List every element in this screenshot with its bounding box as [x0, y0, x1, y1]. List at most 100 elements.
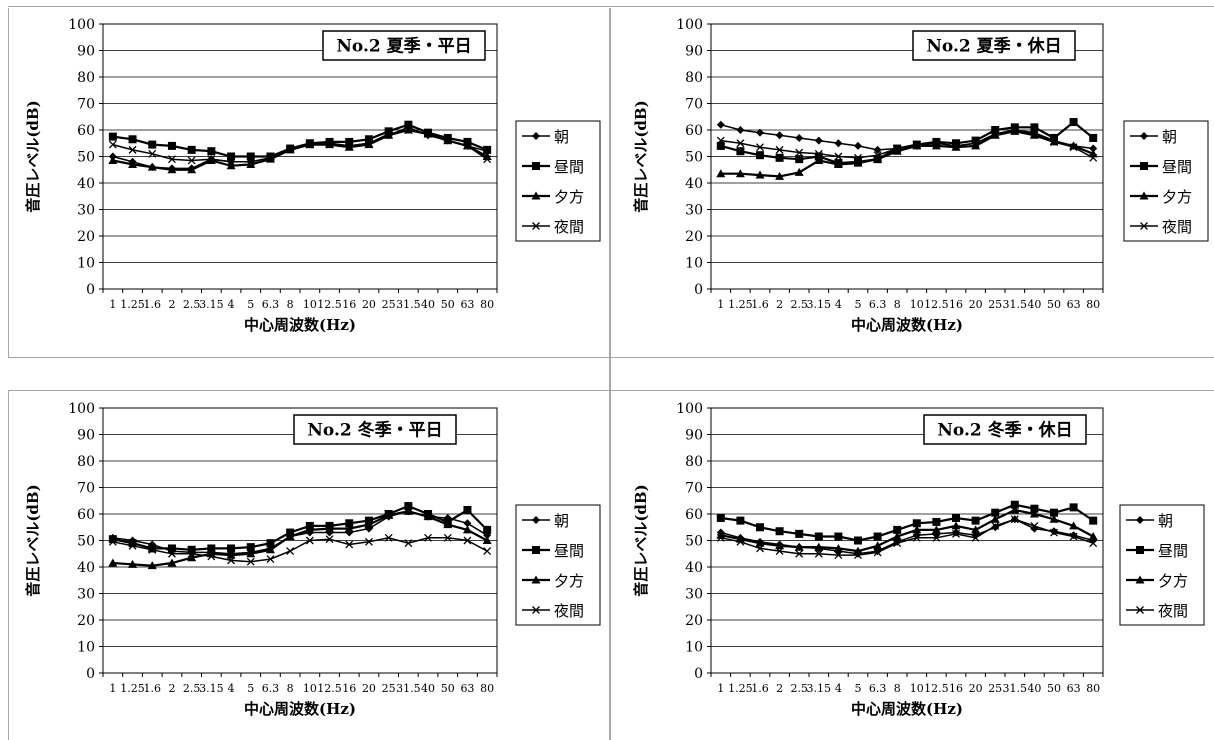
legend-label: 夜間 [1162, 218, 1192, 236]
legend-label: 朝 [1158, 512, 1173, 530]
x-tick-label: 3.15 [807, 298, 832, 311]
x-tick-label: 5 [247, 298, 254, 311]
x-tick-label: 2.5 [183, 298, 201, 311]
data-point [403, 506, 413, 515]
x-tick-label: 1.6 [751, 682, 769, 695]
y-tick-label: 100 [676, 17, 703, 33]
data-point [246, 157, 255, 166]
x-tick-label: 1.25 [728, 682, 753, 695]
x-tick-label: 1 [717, 682, 724, 695]
legend-marker [532, 606, 540, 614]
data-point [834, 551, 843, 560]
x-tick-label: 63 [460, 682, 474, 695]
data-point [227, 152, 236, 161]
data-point [834, 139, 843, 148]
data-point [833, 159, 843, 168]
panel-border-top-bottom-row [8, 390, 1214, 391]
data-point [1089, 539, 1098, 548]
data-point [931, 141, 941, 150]
legend-marker [532, 516, 540, 524]
x-tick-label: 20 [969, 298, 983, 311]
x-tick-label: 6.3 [869, 682, 887, 695]
data-point [266, 555, 275, 564]
legend-label: 夕方 [1162, 188, 1192, 206]
data-point [325, 524, 335, 533]
data-point [462, 525, 472, 534]
data-point [716, 136, 725, 145]
data-point [912, 525, 922, 534]
data-point [854, 153, 862, 162]
data-point [246, 543, 255, 552]
x-axis-label: 中心周波数(Hz) [244, 700, 356, 718]
y-tick-label: 50 [685, 150, 703, 166]
data-point [345, 528, 354, 537]
data-point [893, 539, 902, 548]
y-tick-label: 0 [86, 666, 95, 682]
x-tick-label: 1 [109, 682, 116, 695]
y-tick-label: 50 [77, 150, 95, 166]
data-point [1069, 143, 1078, 152]
legend-label: 夜間 [554, 602, 584, 620]
data-point [148, 149, 157, 158]
panel-border-left [8, 8, 9, 358]
data-point [912, 519, 921, 528]
x-tick-label: 20 [362, 298, 376, 311]
y-tick-label: 10 [77, 256, 95, 272]
legend-label: 夜間 [554, 218, 584, 236]
x-tick-label: 1.25 [120, 682, 145, 695]
data-point [265, 545, 275, 554]
data-point [716, 120, 725, 129]
title-box [293, 414, 457, 445]
x-tick-label: 31.5 [396, 682, 421, 695]
data-point [384, 510, 394, 519]
data-point [226, 161, 236, 170]
data-point [1069, 141, 1079, 150]
chart-panel-winter-holiday: 0 10 20 30 40 50 60 70 80 90 100 1 1.25 1.6 2 2.5 3.15 4 5… [608, 384, 1214, 740]
x-axis-label: 中心周波数(Hz) [851, 700, 963, 718]
data-point [404, 126, 413, 134]
legend-label: 夕方 [554, 572, 584, 590]
data-point [404, 120, 413, 129]
y-tick-label: 100 [68, 401, 95, 417]
data-point [971, 525, 981, 534]
y-tick-label: 70 [685, 481, 703, 497]
data-point [364, 520, 374, 529]
data-point [814, 149, 823, 158]
data-point [873, 154, 883, 163]
series-3 [108, 506, 492, 570]
data-point [736, 139, 745, 148]
data-point [873, 532, 882, 541]
x-tick-label: 3.15 [199, 682, 224, 695]
legend-box [1123, 120, 1209, 242]
data-point [756, 151, 764, 160]
y-tick-label: 10 [77, 640, 95, 656]
legend-marker [1139, 191, 1149, 200]
data-point [443, 520, 453, 529]
y-tick-label: 60 [77, 123, 95, 139]
data-point [736, 516, 745, 525]
data-point [108, 535, 117, 544]
y-tick-label: 20 [77, 229, 95, 245]
x-tick-label: 80 [1086, 298, 1100, 311]
y-tick-label: 80 [77, 70, 95, 86]
data-point [775, 527, 784, 536]
data-point [246, 549, 256, 558]
data-point [1050, 137, 1058, 146]
x-tick-label: 40 [1027, 682, 1041, 695]
x-tick-label: 1.25 [728, 298, 753, 311]
y-axis-label: 音圧レベル(dB) [632, 100, 650, 212]
data-point [187, 156, 196, 165]
y-tick-label: 80 [685, 454, 703, 470]
data-point [932, 139, 941, 148]
data-point [736, 147, 745, 156]
title-box [322, 30, 486, 61]
x-tick-label: 25 [382, 298, 396, 311]
x-axis-label: 中心周波数(Hz) [244, 316, 356, 334]
data-point [1089, 144, 1098, 153]
data-point [483, 547, 492, 556]
x-tick-label: 80 [480, 682, 494, 695]
data-point [814, 542, 824, 551]
data-point [227, 544, 236, 553]
data-point [1030, 504, 1039, 513]
data-point [756, 523, 764, 532]
